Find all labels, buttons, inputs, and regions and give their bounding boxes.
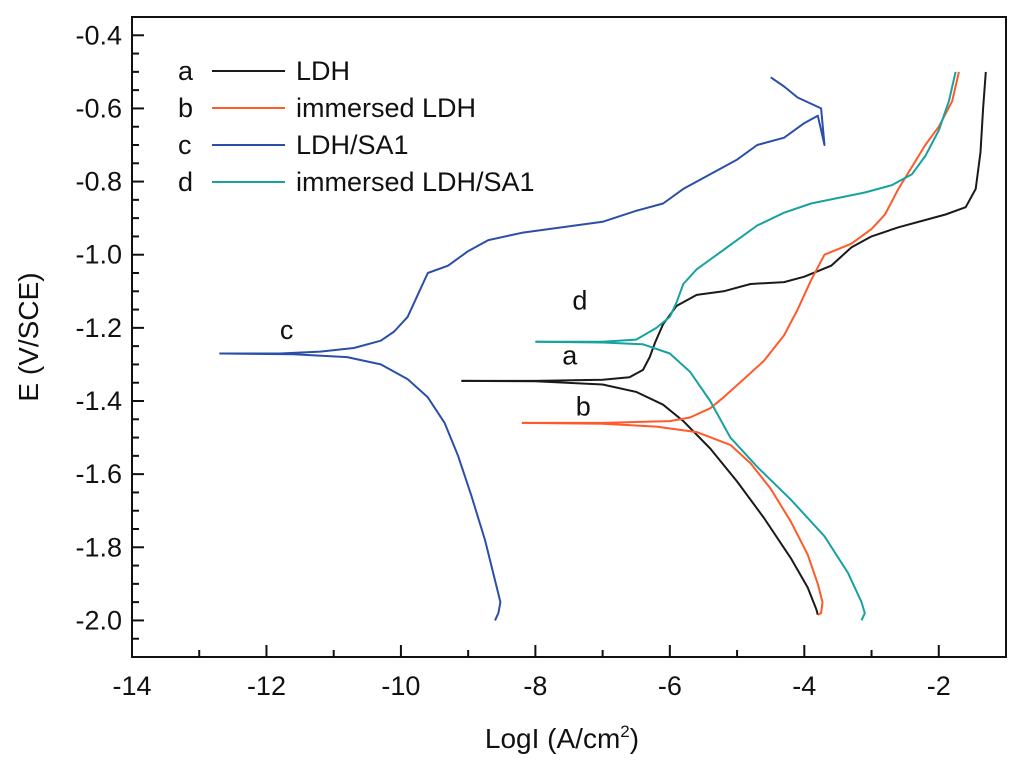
- x-tick-label: -10: [381, 671, 420, 701]
- y-tick-label: -0.6: [75, 93, 122, 123]
- x-tick-label: -12: [247, 671, 286, 701]
- y-axis-title: E (V/SCE): [13, 272, 44, 401]
- series-d-anodic-line: [535, 71, 957, 343]
- x-tick-label: -4: [792, 671, 816, 701]
- y-tick-label: -0.8: [75, 167, 122, 197]
- y-tick-label: -0.4: [75, 20, 122, 50]
- curve-label-c: c: [280, 315, 294, 345]
- legend-key-d: d: [178, 167, 193, 197]
- legend-label-d: immersed LDH/SA1: [296, 167, 535, 197]
- curves: [219, 71, 987, 621]
- x-axis-title: LogI (A/cm2): [485, 722, 639, 754]
- series-b-cathodic-line: [521, 421, 824, 616]
- series-a-cathodic-line: [461, 379, 819, 616]
- series-c-cathodic-line: [219, 352, 502, 621]
- legend-key-c: c: [178, 130, 192, 160]
- curve-label-a: a: [562, 340, 578, 370]
- y-tick-label: -1.4: [75, 386, 122, 416]
- x-axis-ticks: -14 -12 -10 -8 -6 -4 -2: [112, 645, 1007, 701]
- curve-label-d: d: [572, 286, 587, 316]
- series-c-anodic-line: [219, 76, 826, 355]
- plot-frame: [131, 16, 1007, 658]
- x-tick-label: -14: [112, 671, 151, 701]
- y-tick-label: -1.0: [75, 240, 122, 270]
- x-tick-label: -6: [658, 671, 682, 701]
- legend-key-a: a: [178, 56, 194, 86]
- legend-label-b: immersed LDH: [296, 93, 476, 123]
- y-tick-label: -1.8: [75, 532, 122, 562]
- y-axis-ticks: -0.4 -0.6 -0.8 -1.0 -1.2 -1.4 -1.6 -1.8 -2.0: [75, 20, 144, 658]
- curve-labels: ab c d: [280, 286, 591, 422]
- x-tick-label: -8: [523, 671, 547, 701]
- x-axis-title-superscript: 2: [620, 722, 629, 741]
- legend-label-c: LDH/SA1: [296, 130, 409, 160]
- legend-key-b: b: [178, 93, 193, 123]
- x-tick-label: -2: [927, 671, 951, 701]
- series-d-cathodic-line: [535, 340, 866, 621]
- series-a-anodic-line: [461, 71, 987, 382]
- y-tick-label: -2.0: [75, 605, 122, 635]
- legend-label-a: LDH: [296, 56, 350, 86]
- series-b-anodic-line: [521, 71, 960, 424]
- y-tick-label: -1.6: [75, 459, 122, 489]
- y-tick-label: -1.2: [75, 313, 122, 343]
- legend: a LDH b immersed LDH c LDH/SA1 d immersed LDH/S…: [178, 56, 535, 197]
- curve-label-b: b: [576, 392, 591, 422]
